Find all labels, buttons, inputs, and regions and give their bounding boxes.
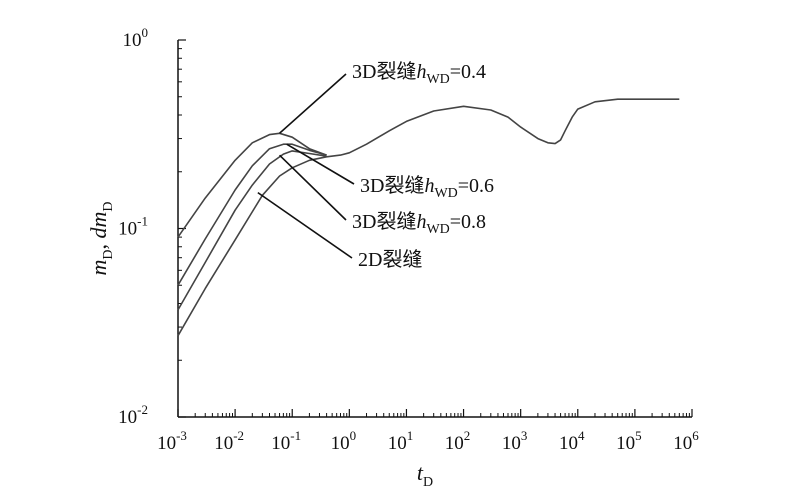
- leader-line-1: [279, 73, 347, 134]
- x-tick-label: 105: [616, 428, 642, 454]
- y-axis-title-group: mD​, dmD​: [86, 201, 116, 275]
- x-tick-label: 103: [502, 428, 528, 454]
- x-tick-label: 106: [673, 428, 699, 454]
- series-line-1: [177, 132, 327, 238]
- series-line-3: [177, 150, 327, 311]
- series-line-2: [177, 143, 327, 286]
- x-tick-label: 10-2: [214, 428, 244, 454]
- annotation-label-4: 2D裂缝: [358, 248, 422, 271]
- axes: [177, 39, 693, 418]
- annotation-leaders: [257, 73, 355, 259]
- x-tick-label: 10-3: [157, 428, 187, 454]
- x-tick-label: 101: [388, 428, 414, 454]
- series-line-4: [177, 98, 680, 337]
- x-tick-label: 102: [445, 428, 471, 454]
- annotation-label-2: 3D裂缝hWD=0.6: [360, 174, 494, 201]
- annotation-label-1: 3D裂缝hWD=0.4: [352, 60, 486, 87]
- y-axis-title: mD​, dmD​: [86, 201, 116, 275]
- x-tick-label: 10-1: [271, 428, 301, 454]
- y-tick-label: 100: [123, 25, 149, 51]
- x-tick-label: 104: [559, 428, 585, 454]
- annotation-label-3: 3D裂缝hWD=0.8: [352, 210, 486, 237]
- x-axis-title: tD: [417, 460, 433, 490]
- leader-line-4: [257, 191, 353, 259]
- curves: [177, 98, 680, 337]
- y-tick-label: 10-1: [118, 214, 148, 240]
- y-tick-label: 10-2: [118, 402, 148, 428]
- leader-line-3: [278, 154, 347, 221]
- labels: 10-3 10-2 10-1 100 101 102 103 104 105 106 10-2 10-…: [86, 25, 699, 490]
- x-tick-label: 100: [331, 428, 357, 454]
- leader-line-2: [286, 143, 355, 185]
